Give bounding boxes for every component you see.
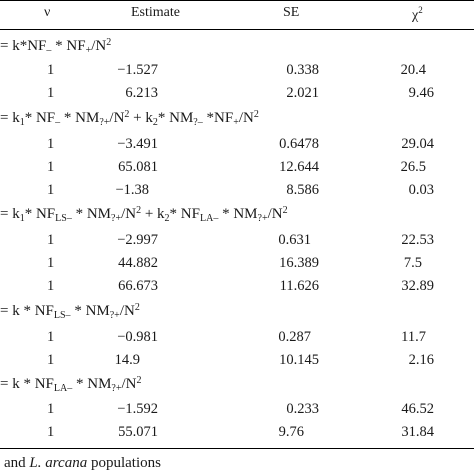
table-cell-nu: 1: [47, 255, 55, 271]
header-se: SE: [283, 5, 300, 20]
table-cell-estimate: −1.592: [117, 401, 158, 417]
table-cell-se: 10.145: [279, 352, 319, 368]
table-cell-se: 0.338: [286, 62, 319, 78]
table-cell-chi2: 46.52: [401, 401, 434, 417]
table-cell-se: 0.631: [278, 232, 311, 248]
table-cell-nu: 1: [47, 424, 55, 440]
table-cell-nu: 1: [47, 182, 55, 198]
table-cell-chi2: 0.03: [408, 182, 434, 198]
model-formula-1: = k*NF– * NF+/N2: [0, 37, 112, 56]
table-cell-chi2: 26.5: [400, 159, 426, 175]
table-cell-se: 0.233: [286, 401, 319, 417]
table-cell-se: 0.287: [278, 329, 311, 345]
header-chi-squared: χ2: [412, 5, 423, 23]
table-cell-chi2: 31.84: [401, 424, 434, 440]
table-cell-estimate: −1.38: [115, 182, 149, 198]
table-cell-se: 16.389: [279, 255, 319, 271]
table-top-rule: [0, 0, 474, 1]
table-cell-estimate: 65.081: [118, 159, 158, 175]
table-cell-se: 2.021: [286, 85, 319, 101]
table-cell-nu: 1: [47, 401, 55, 417]
table-cell-estimate: −1.527: [117, 62, 158, 78]
table-cell-se: 11.626: [279, 278, 319, 294]
table-footnote: and L. arcana populations: [4, 455, 161, 471]
model-formula-2: = k1* NF– * NM?+/N2 + k2* NM?– *NF+/N2: [0, 109, 259, 128]
model-formula-3: = k1* NFLS– * NM?+/N2 + k2* NFLA– * NM?+…: [0, 205, 288, 224]
table-cell-estimate: 66.673: [118, 278, 158, 294]
table-cell-estimate: −2.997: [117, 232, 158, 248]
table-cell-se: 12.644: [279, 159, 319, 175]
table-cell-se: 8.586: [286, 182, 319, 198]
header-rule: [0, 29, 474, 30]
table-cell-chi2: 29.04: [401, 136, 434, 152]
table-cell-estimate: −0.981: [117, 329, 158, 345]
table-cell-chi2: 22.53: [401, 232, 434, 248]
table-cell-nu: 1: [47, 352, 55, 368]
table-cell-se: 9.76: [278, 424, 304, 440]
table-cell-estimate: 55.071: [118, 424, 158, 440]
table-cell-chi2: 2.16: [408, 352, 434, 368]
model-formula-5: = k * NFLA– * NM?+/N2: [0, 375, 142, 394]
table-cell-chi2: 32.89: [401, 278, 434, 294]
table-cell-nu: 1: [47, 329, 55, 345]
table-cell-chi2: 7.5: [403, 255, 422, 271]
header-nu: ν: [44, 5, 51, 20]
table-cell-estimate: 6.213: [125, 85, 158, 101]
table-cell-se: 0.6478: [279, 136, 319, 152]
table-bottom-rule: [0, 448, 474, 449]
table-cell-nu: 1: [47, 85, 55, 101]
table-cell-estimate: 14.9: [114, 352, 140, 368]
table-cell-nu: 1: [47, 232, 55, 248]
table-cell-chi2: 9.46: [408, 85, 434, 101]
table-cell-nu: 1: [47, 159, 55, 175]
table-cell-chi2: 11.7: [401, 329, 426, 345]
table-cell-nu: 1: [47, 62, 55, 78]
table-cell-nu: 1: [47, 136, 55, 152]
header-estimate: Estimate: [131, 5, 180, 20]
table-cell-estimate: 44.882: [118, 255, 158, 271]
model-formula-4: = k * NFLS– * NM?+/N2: [0, 302, 140, 321]
table-cell-estimate: −3.491: [117, 136, 158, 152]
table-cell-nu: 1: [47, 278, 55, 294]
table-cell-chi2: 20.4: [400, 62, 426, 78]
